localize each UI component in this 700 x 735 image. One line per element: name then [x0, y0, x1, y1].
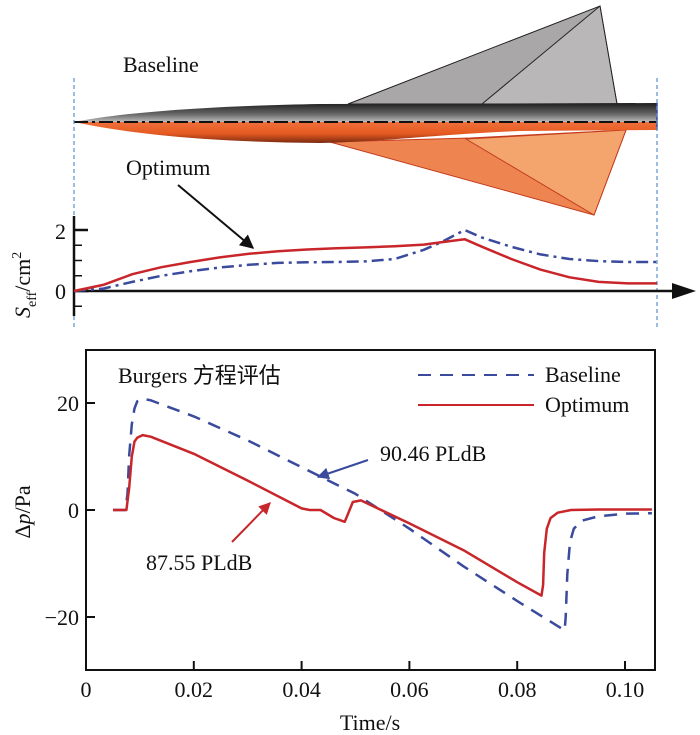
baseline-pldb-arrow	[316, 459, 369, 480]
legend-baseline-label: Baseline	[545, 362, 621, 387]
pressure-signature-chart: 0 0.02 0.04 0.06 0.08 0.10 −20 0 20 Burgers 方程评估…	[10, 349, 656, 735]
ytick-label: 20	[57, 391, 79, 416]
dp-series-baseline	[113, 397, 652, 632]
seff-ylabel-symbol: S	[10, 307, 35, 318]
x-axis-label: Time/s	[340, 710, 400, 735]
area-distribution-chart: 2 0 Seff/cm2	[10, 216, 696, 318]
chart-annotation-title: Burgers 方程评估	[118, 363, 281, 388]
seff-series-optimum	[73, 237, 657, 293]
seff-ylabel-subscript: eff	[25, 291, 40, 307]
optimum-pointer-arrow	[177, 184, 255, 249]
optimum-pldb-annotation: 87.55 PLdB	[146, 550, 252, 575]
aircraft-illustration: Baseline Optimum	[73, 5, 658, 330]
baseline-fuselage	[74, 103, 657, 122]
seff-y-axis-label: Seff/cm2	[10, 252, 40, 318]
xtick-label: 0.08	[498, 677, 537, 702]
seff-ytick-label: 0	[55, 279, 66, 304]
ylabel-variable: p	[10, 513, 35, 526]
xtick-label: 0	[81, 677, 92, 702]
xtick-label: 0.06	[390, 677, 429, 702]
optimum-pldb-arrow	[231, 502, 271, 543]
legend-optimum-label: Optimum	[545, 392, 629, 417]
ylabel-delta: Δ	[10, 524, 35, 538]
legend: Baseline Optimum	[418, 362, 629, 417]
ytick-label: 0	[68, 498, 79, 523]
xtick-label: 0.10	[606, 677, 645, 702]
y-axis-label: Δp/Pa	[10, 485, 35, 539]
optimum-label: Optimum	[126, 155, 210, 180]
xtick-label: 0.04	[282, 677, 321, 702]
dp-series-optimum	[113, 433, 652, 597]
seff-ytick-label: 2	[55, 219, 66, 244]
seff-ylabel-superscript: 2	[10, 252, 25, 259]
seff-x-axis-arrowhead	[672, 283, 696, 299]
optimum-fuselage	[74, 122, 657, 143]
baseline-label: Baseline	[123, 52, 199, 77]
ylabel-unit: /Pa	[10, 485, 35, 513]
seff-ylabel-unit: /cm	[10, 259, 35, 292]
xtick-label: 0.02	[175, 677, 214, 702]
seff-series-baseline	[73, 228, 657, 293]
baseline-pldb-annotation: 90.46 PLdB	[380, 441, 486, 466]
ytick-label: −20	[45, 605, 79, 630]
